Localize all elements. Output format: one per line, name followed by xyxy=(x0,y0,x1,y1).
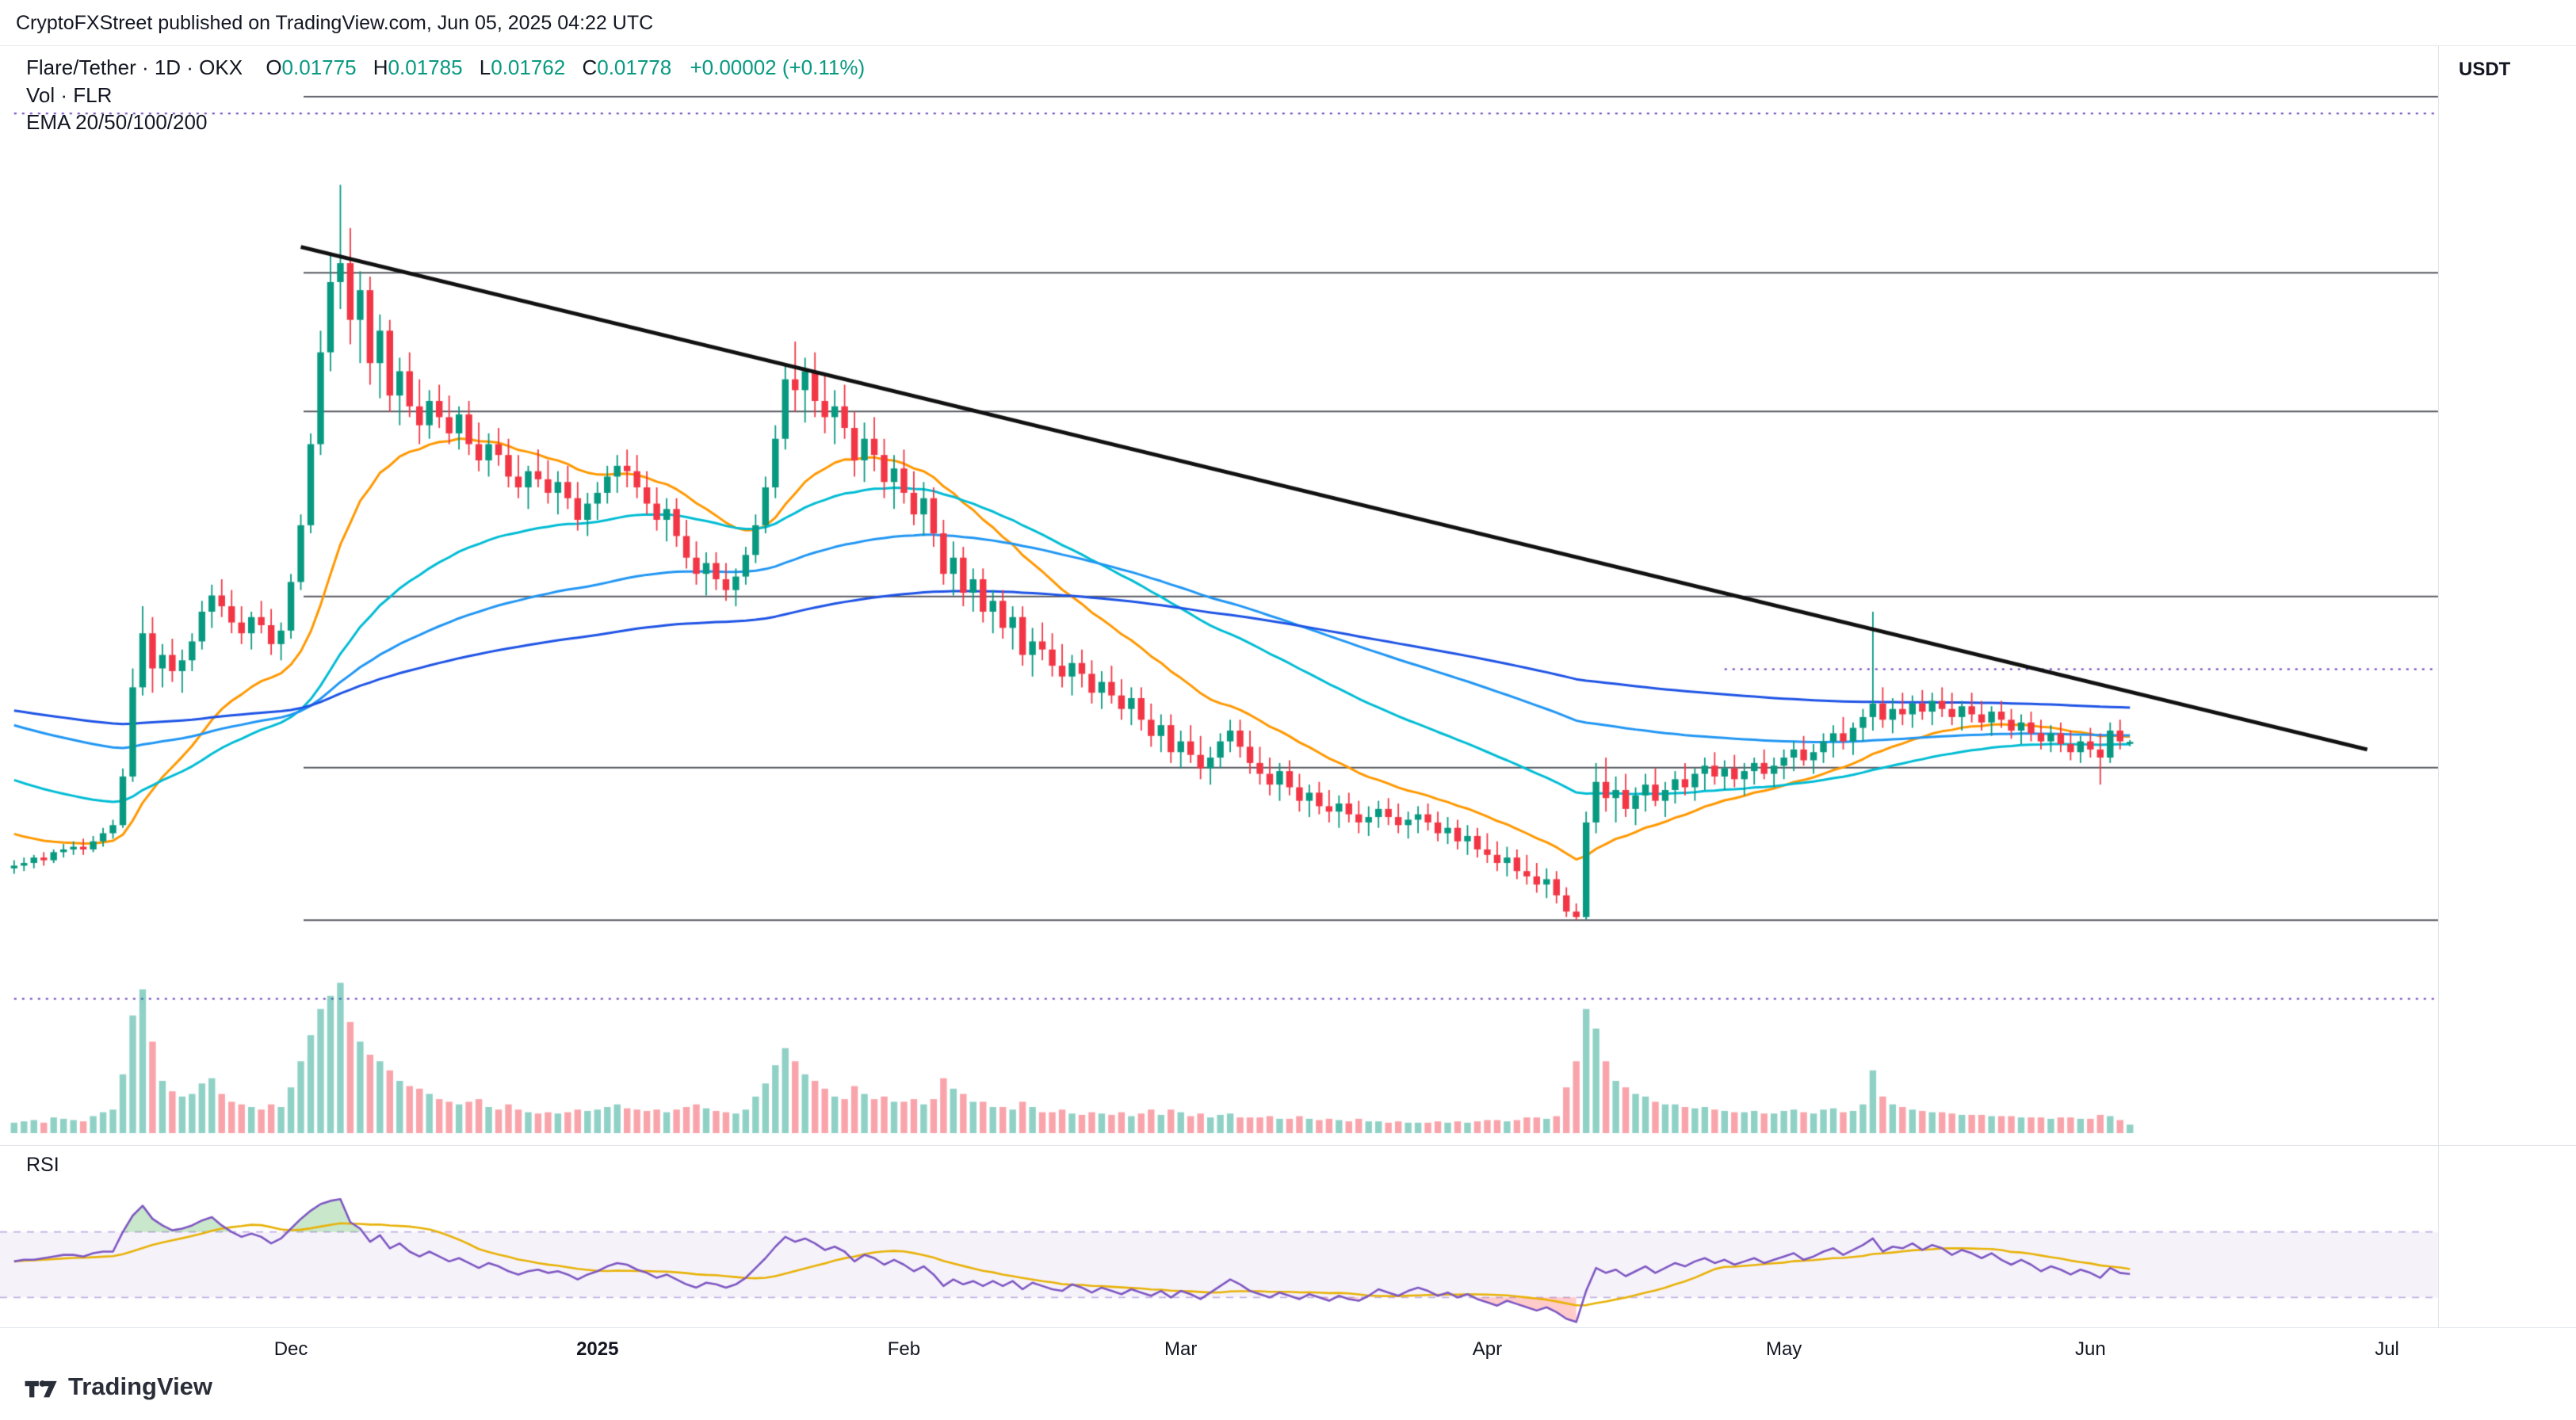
open-value: 0.01775 xyxy=(281,55,357,79)
axis-border xyxy=(2438,0,2439,1327)
low-label: L xyxy=(479,55,491,79)
close-label: C xyxy=(582,55,598,79)
symbol-legend[interactable]: Flare/Tether · 1D · OKX O0.01775 H0.0178… xyxy=(26,55,865,80)
pane-divider xyxy=(0,1145,2576,1146)
publisher-bar: CryptoFXStreet published on TradingView.… xyxy=(0,0,2576,46)
time-axis-label: Apr xyxy=(1472,1338,1503,1360)
publisher-text: CryptoFXStreet published on TradingView.… xyxy=(16,12,654,34)
rsi-legend-label: RSI xyxy=(26,1154,59,1176)
axis-currency-label: USDT xyxy=(2459,59,2511,80)
change-value: +0.00002 (+0.11%) xyxy=(690,55,866,79)
ema-legend[interactable]: EMA 20/50/100/200 xyxy=(26,110,207,135)
time-axis-label: May xyxy=(1765,1338,1802,1360)
ema-legend-label: EMA 20/50/100/200 xyxy=(26,110,208,134)
rsi-legend[interactable]: RSI xyxy=(26,1154,59,1177)
close-value: 0.01778 xyxy=(597,55,672,79)
time-axis-label: Mar xyxy=(1164,1338,1198,1360)
symbol-title: Flare/Tether · 1D · OKX xyxy=(26,55,243,79)
time-axis-label: Jun xyxy=(2074,1338,2106,1360)
tradingview-logo-icon xyxy=(25,1380,57,1398)
tradingview-attribution[interactable]: TradingView xyxy=(24,1372,212,1401)
high-label: H xyxy=(373,55,388,79)
time-axis-label: Dec xyxy=(273,1338,308,1360)
xaxis-divider xyxy=(0,1327,2576,1328)
tradingview-wordmark: TradingView xyxy=(68,1372,213,1400)
time-axis-label: Jul xyxy=(2375,1338,2399,1360)
open-label: O xyxy=(266,55,282,79)
volume-legend-label: Vol · FLR xyxy=(26,83,113,107)
low-value: 0.01762 xyxy=(491,55,566,79)
time-axis-label: 2025 xyxy=(576,1338,619,1360)
time-axis[interactable]: Dec 2025 Feb Mar Apr May Jun Jul xyxy=(0,1327,2576,1420)
price-axis[interactable]: 0.040000.038000.036000.034000.032000.030… xyxy=(2438,0,2576,1327)
volume-legend[interactable]: Vol · FLR xyxy=(26,83,112,108)
time-axis-label: Feb xyxy=(887,1338,921,1360)
high-value: 0.01785 xyxy=(388,55,463,79)
